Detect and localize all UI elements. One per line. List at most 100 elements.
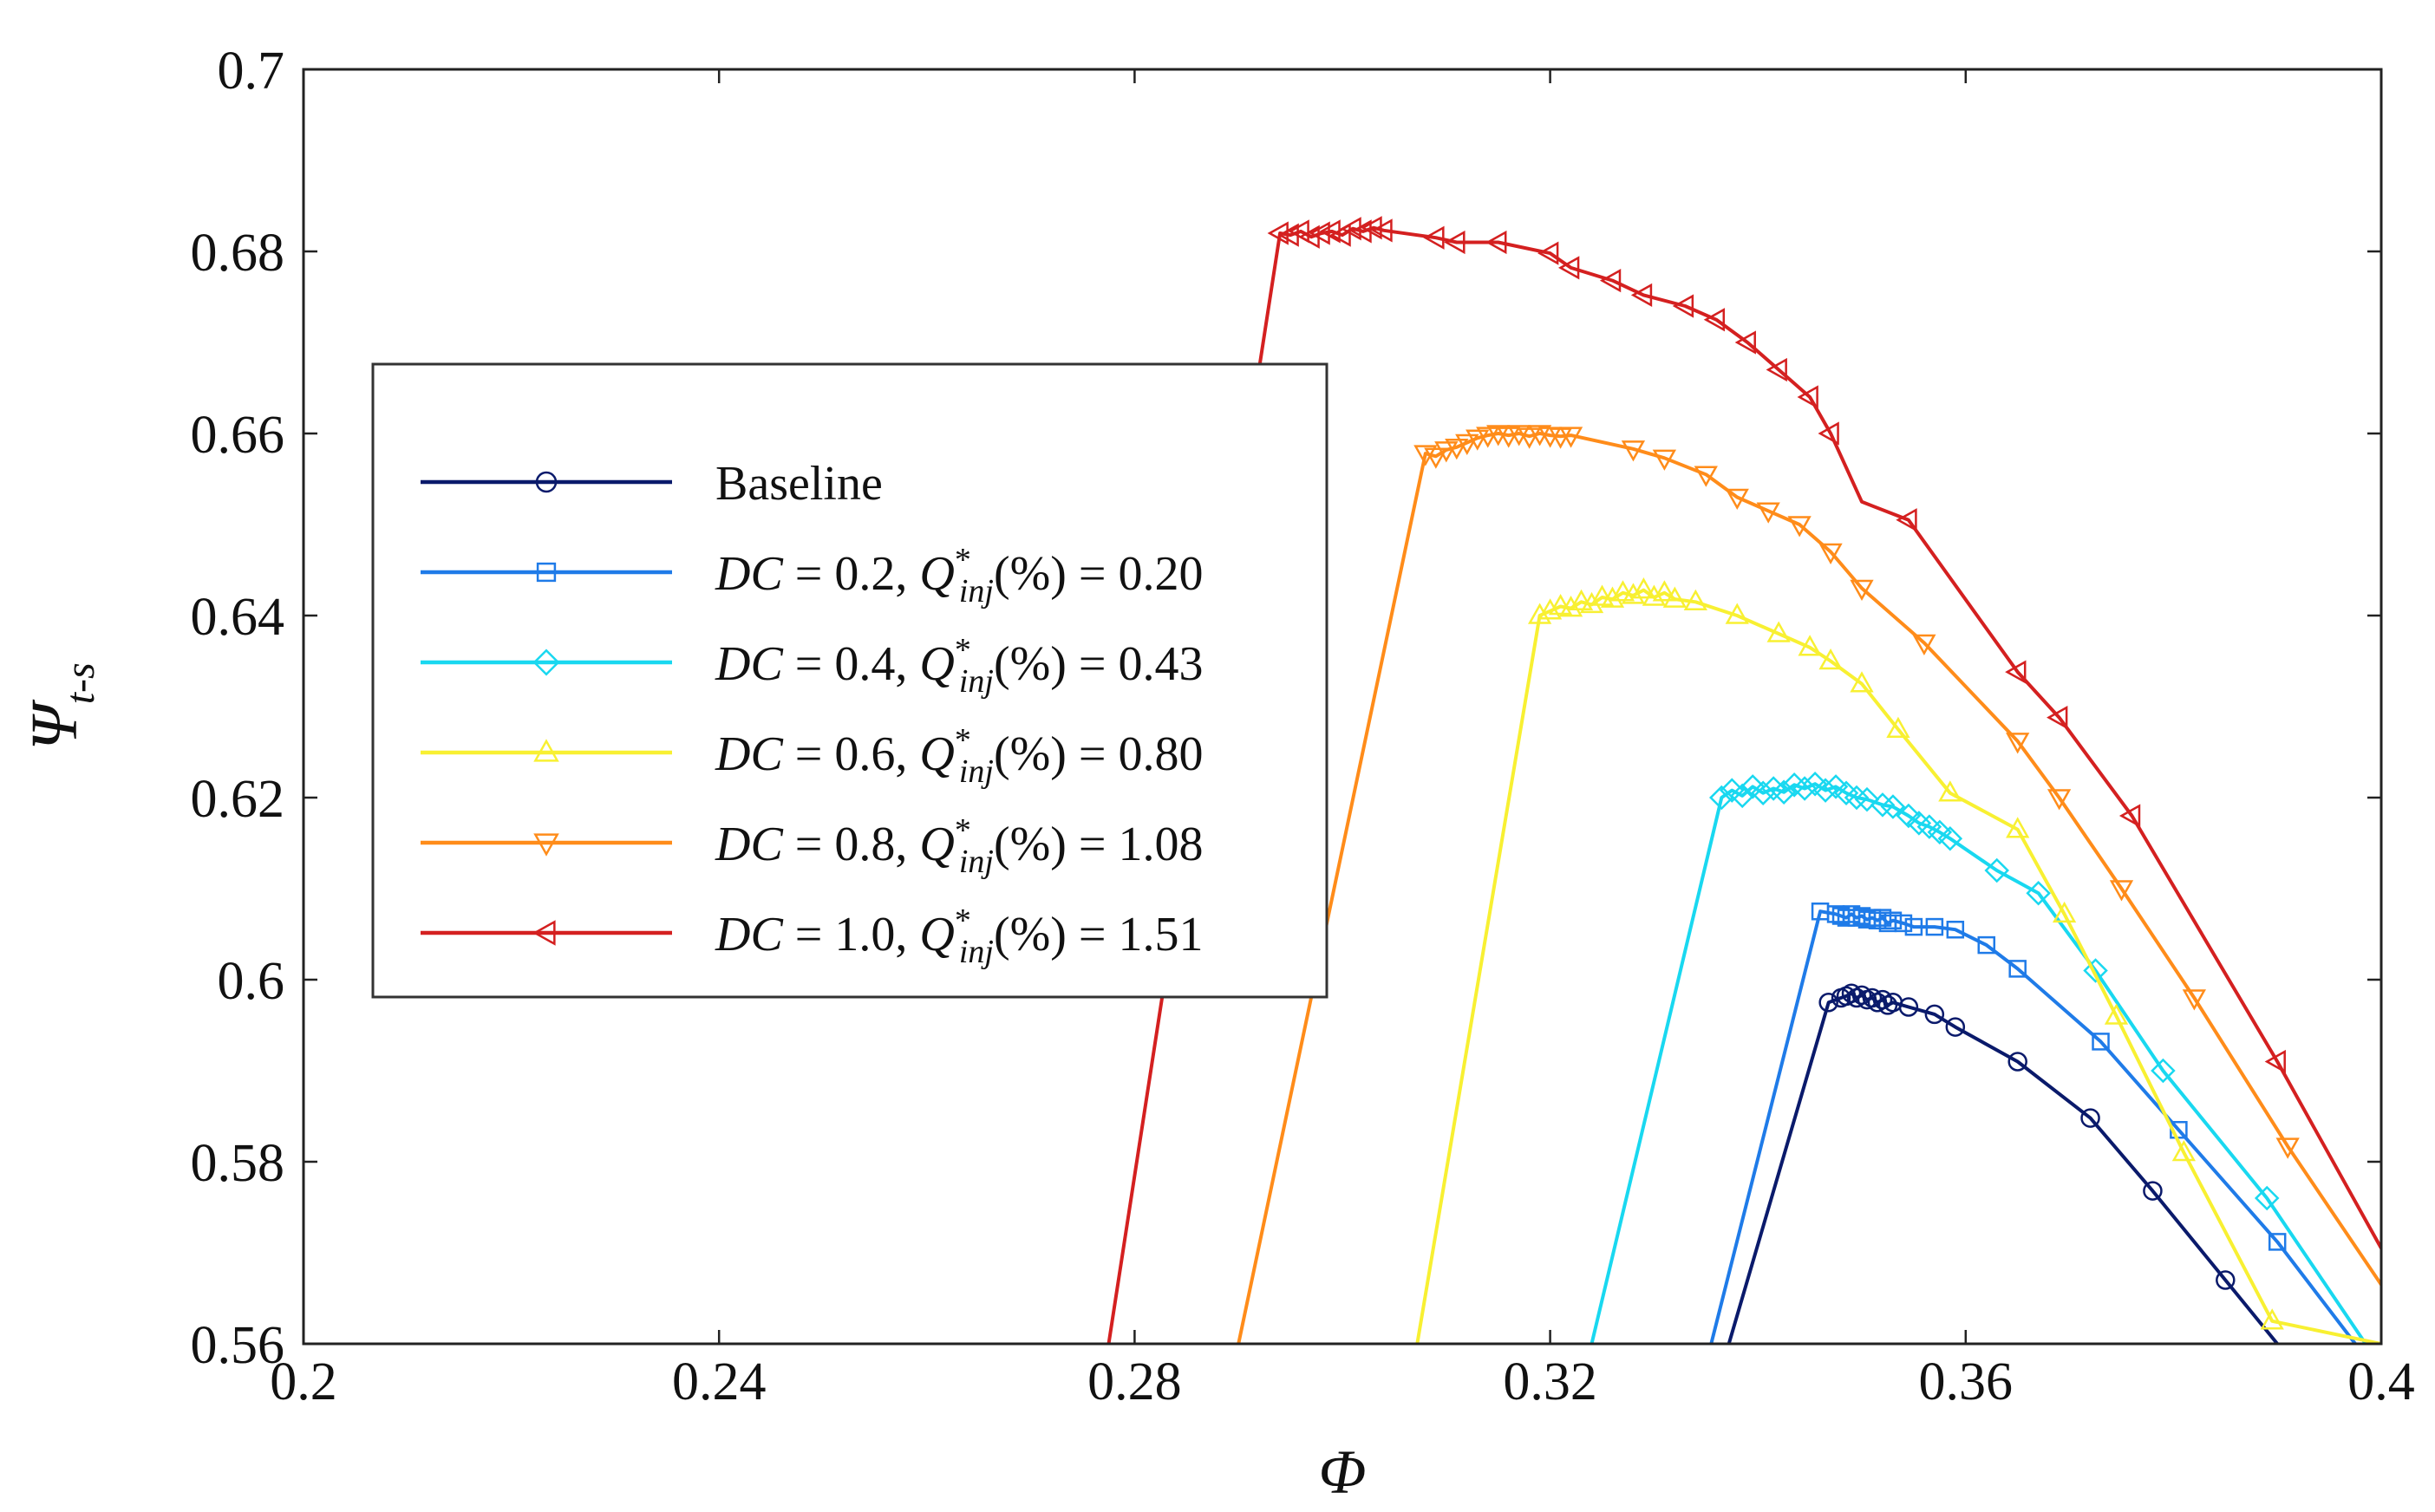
data-point-marker xyxy=(535,471,558,493)
data-point-marker xyxy=(1445,439,1469,460)
data-point-marker xyxy=(2092,1033,2110,1051)
legend-percent: (%) = xyxy=(994,908,1119,961)
legend-dc-symbol: DC xyxy=(715,908,783,961)
data-point-marker xyxy=(1423,225,1445,250)
data-point-marker xyxy=(1844,785,1870,811)
legend-entry: Baseline xyxy=(421,457,883,511)
data-point-marker xyxy=(1792,776,1818,801)
data-point-marker xyxy=(1851,985,1872,1006)
data-point-marker xyxy=(1984,857,2010,883)
legend-percent: (%) = xyxy=(994,818,1119,871)
data-point-marker xyxy=(2005,660,2027,684)
data-point-marker xyxy=(1898,997,1919,1017)
data-point-marker xyxy=(2216,1270,2236,1290)
legend-q-symbol: Q xyxy=(919,637,954,691)
svg-text:Ψt-s: Ψt-s xyxy=(18,662,103,750)
plot-frame xyxy=(302,68,2383,1346)
data-point-marker xyxy=(2008,960,2027,978)
data-point-marker xyxy=(1802,771,1828,797)
data-point-marker xyxy=(1945,1017,1966,1037)
data-point-marker xyxy=(1977,935,1996,955)
series-0 xyxy=(1727,983,2279,1344)
data-point-marker xyxy=(1694,466,1718,487)
legend-dc-symbol: DC xyxy=(715,637,783,691)
data-point-marker xyxy=(1938,780,1962,802)
legend-percent: (%) = xyxy=(994,727,1119,781)
y-tick-label: 0.6 xyxy=(218,952,285,1011)
data-point-marker xyxy=(1872,989,1893,1010)
legend-entry: DC = 0.6, Q* inj(%) = 0.80 xyxy=(421,722,1204,790)
legend-dc-value: 0.2 xyxy=(834,547,895,601)
data-point-marker xyxy=(1756,502,1780,524)
legend-equals: = xyxy=(783,908,835,961)
data-point-marker xyxy=(2151,1058,2176,1084)
data-point-marker xyxy=(1267,221,1289,245)
data-point-marker xyxy=(1329,223,1351,247)
data-point-marker xyxy=(1527,603,1552,624)
data-point-marker xyxy=(2275,1137,2300,1159)
data-point-marker xyxy=(1725,603,1749,624)
legend-q-value: 0.43 xyxy=(1119,637,1204,691)
legend-q-superscript: * xyxy=(955,722,971,759)
data-point-marker xyxy=(1797,385,1818,409)
data-point-marker xyxy=(1883,911,1903,929)
data-point-marker xyxy=(1886,716,1910,738)
data-point-marker xyxy=(1703,308,1726,332)
y-axis-label: Ψt-s xyxy=(18,662,103,750)
legend-entry: DC = 0.2, Q* inj(%) = 0.20 xyxy=(421,542,1204,609)
data-point-marker xyxy=(1798,635,1822,656)
data-point-marker xyxy=(536,562,557,583)
data-point-marker xyxy=(1683,589,1707,610)
data-point-marker xyxy=(1558,427,1583,448)
legend-q-superscript: * xyxy=(955,812,971,849)
data-point-marker xyxy=(2182,989,2206,1011)
data-point-marker xyxy=(1569,589,1594,610)
data-point-marker xyxy=(1818,543,1843,565)
data-point-marker xyxy=(1937,825,1963,851)
data-point-marker xyxy=(2026,880,2051,906)
legend-equals: = xyxy=(783,818,835,871)
data-point-marker xyxy=(1485,230,1507,255)
data-point-marker xyxy=(1621,583,1646,604)
legend-dc-value: 1.0 xyxy=(834,908,895,961)
data-point-marker xyxy=(1850,579,1874,602)
data-point-marker xyxy=(1455,433,1479,456)
x-tick-label: 0.4 xyxy=(2347,1352,2415,1411)
series-line xyxy=(1237,432,2381,1344)
data-point-marker xyxy=(1709,785,1734,811)
data-point-marker xyxy=(1434,441,1459,463)
data-point-marker xyxy=(1579,591,1604,614)
legend-label-main: Baseline xyxy=(715,457,883,511)
data-point-marker xyxy=(1309,221,1330,245)
data-point-marker xyxy=(1927,819,1953,845)
data-point-marker xyxy=(1912,634,1936,656)
data-point-marker xyxy=(2047,705,2068,730)
data-point-marker xyxy=(1870,792,1896,818)
data-point-marker xyxy=(1466,429,1490,451)
data-point-marker xyxy=(1880,794,1906,819)
legend-separator: , xyxy=(895,727,919,781)
data-point-marker xyxy=(2171,1139,2197,1162)
data-point-marker xyxy=(1630,283,1653,308)
x-tick-label: 0.24 xyxy=(672,1352,767,1411)
data-point-marker xyxy=(1600,586,1625,608)
data-point-marker xyxy=(1818,993,1838,1013)
data-point-marker xyxy=(1854,786,1880,812)
legend-dc-symbol: DC xyxy=(715,818,783,871)
data-point-marker xyxy=(1750,780,1776,806)
data-point-marker xyxy=(532,648,560,676)
y-tick-label: 0.56 xyxy=(191,1316,285,1375)
y-tick-label: 0.68 xyxy=(191,224,285,283)
x-tick-label: 0.32 xyxy=(1503,1352,1597,1411)
legend-q-symbol: Q xyxy=(919,818,954,871)
data-point-marker xyxy=(1537,598,1563,620)
y-axis-label-main: Ψ xyxy=(18,699,91,751)
data-point-marker xyxy=(1444,230,1466,255)
data-point-marker xyxy=(1652,449,1677,471)
data-point-marker xyxy=(1361,216,1382,240)
legend-q-subscript: inj xyxy=(959,663,994,700)
legend-label: DC = 1.0, Q* inj(%) = 1.51 xyxy=(715,903,1204,970)
data-point-marker xyxy=(1787,516,1812,538)
legend-dc-symbol: DC xyxy=(715,727,783,781)
